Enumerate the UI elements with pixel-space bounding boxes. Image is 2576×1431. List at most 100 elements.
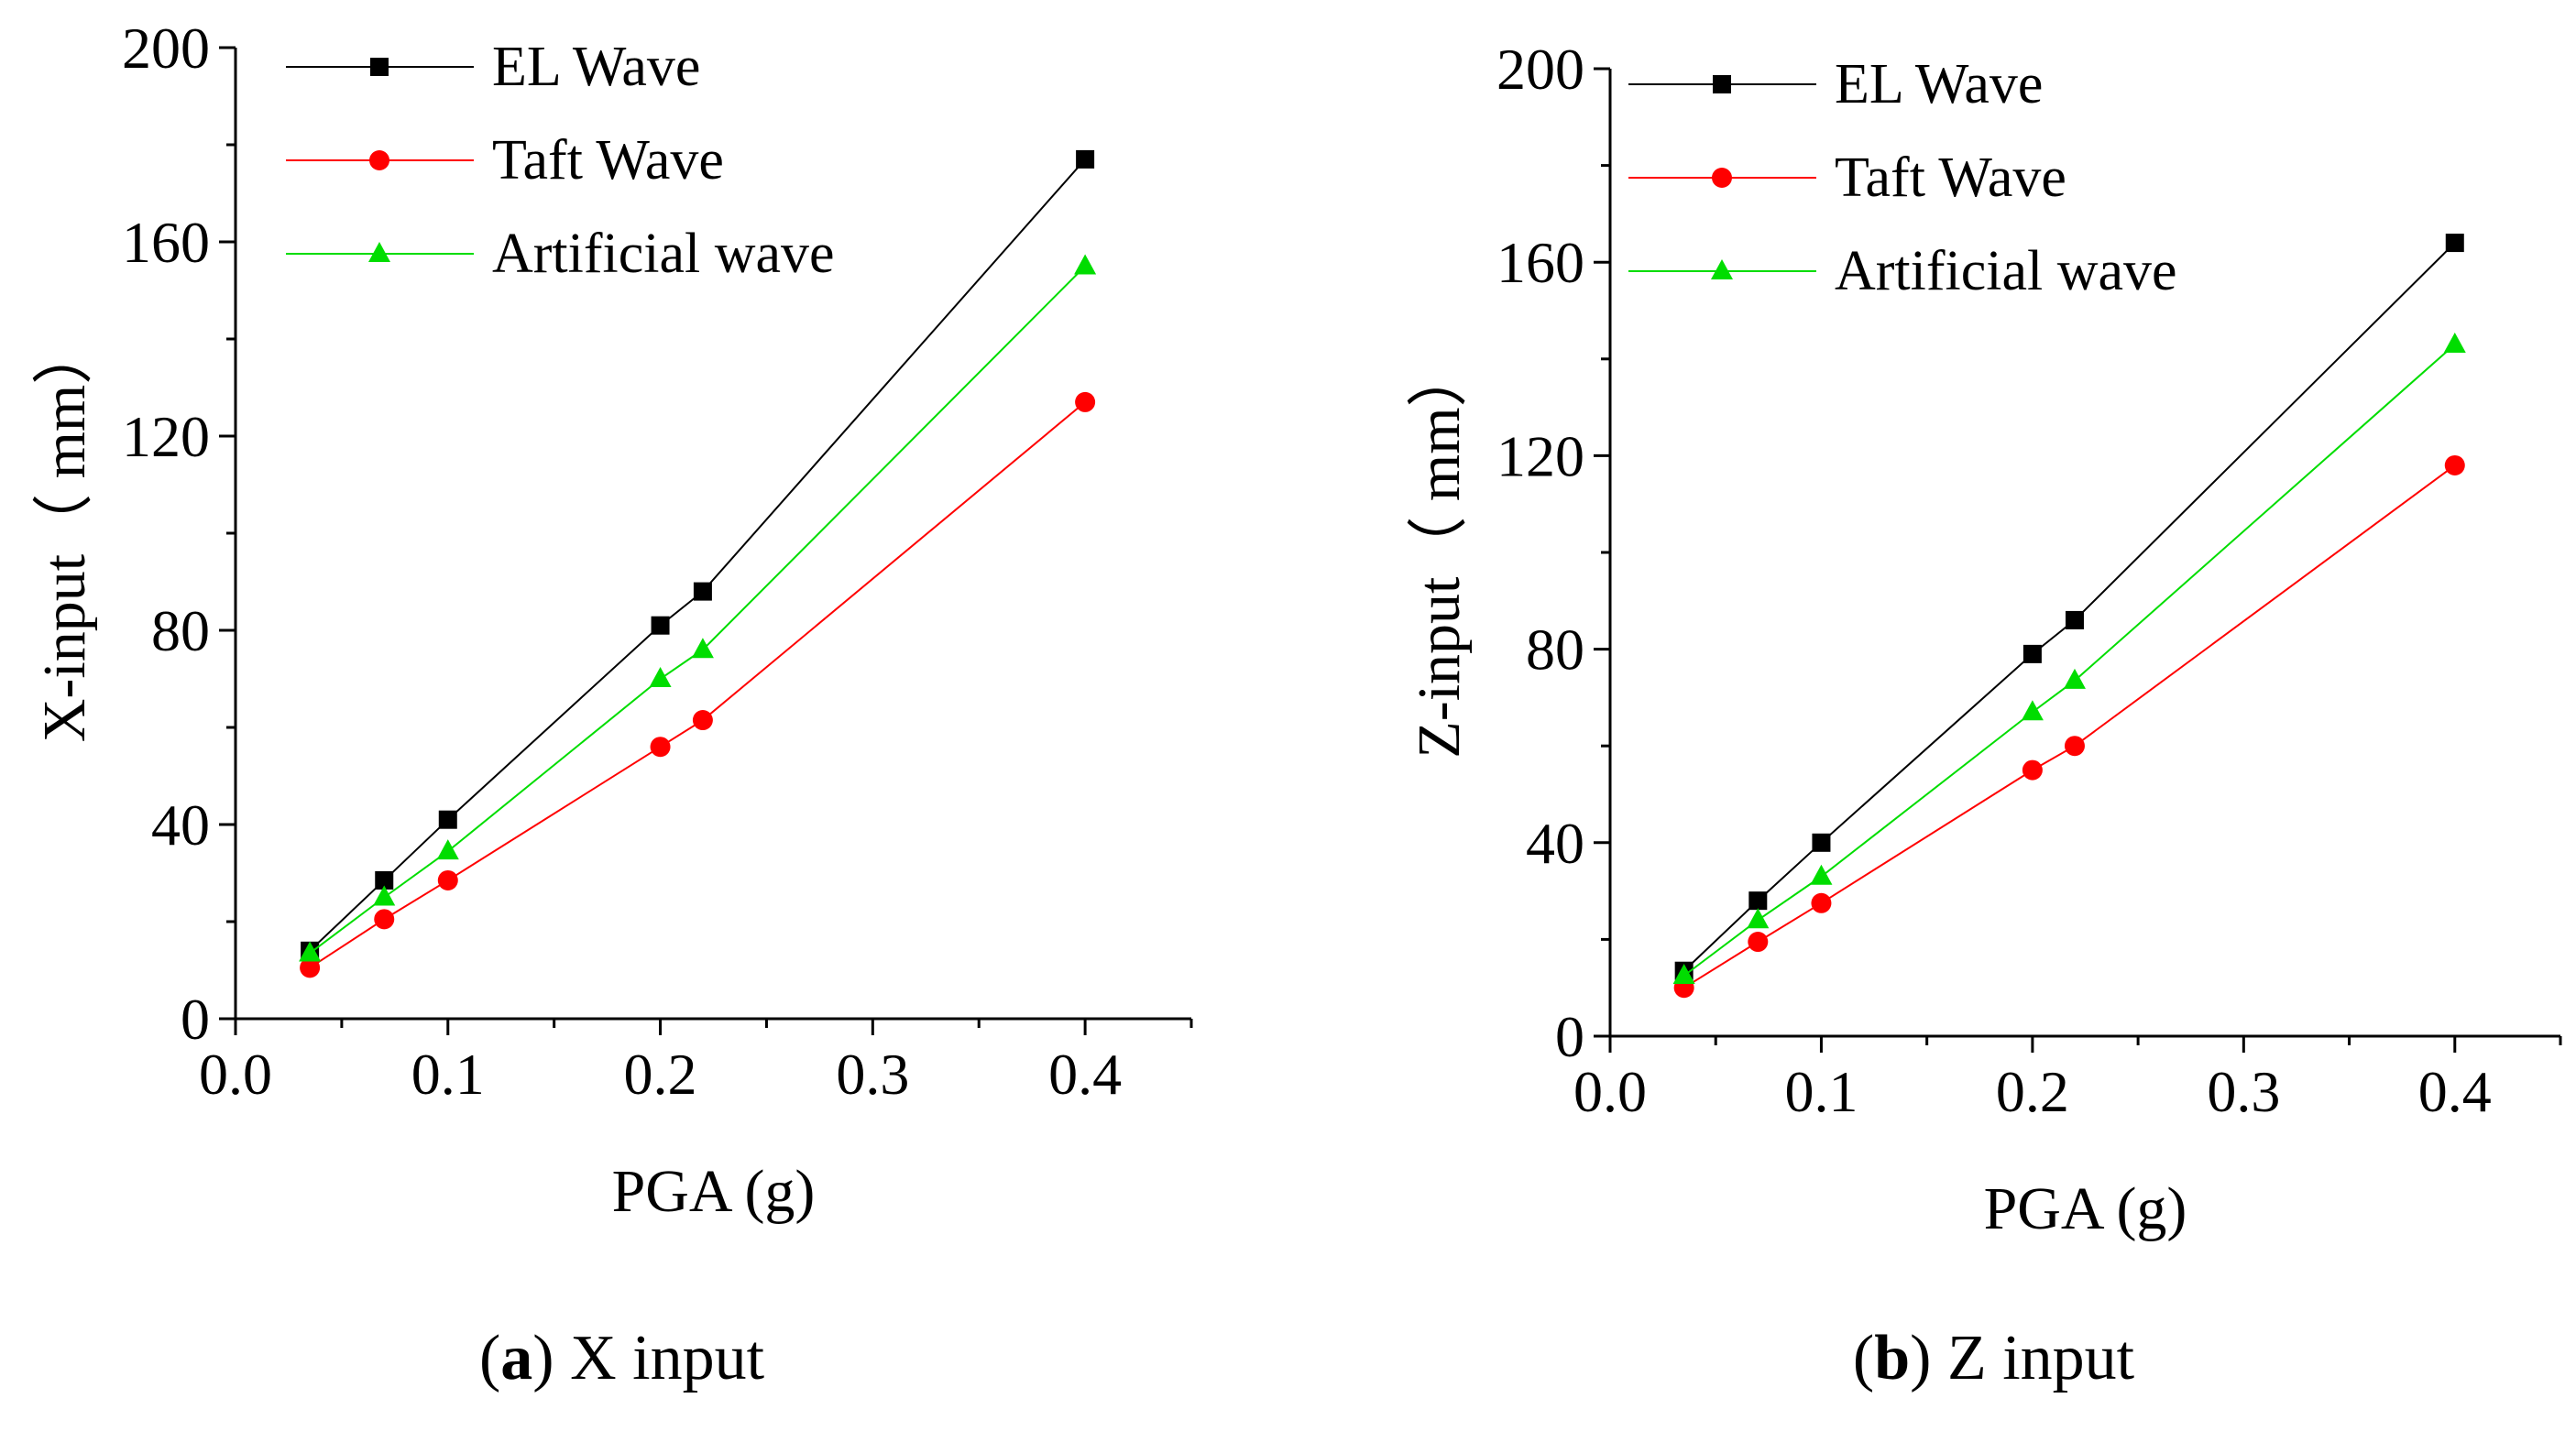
data-point — [1748, 891, 1768, 911]
legend-marker — [1711, 259, 1733, 279]
data-point — [2065, 610, 2084, 629]
x-tick-label: 0.4 — [2418, 1059, 2492, 1124]
caption-letter: b — [1874, 1323, 1910, 1393]
figure-caption: (a) X input — [479, 1323, 765, 1393]
data-point — [1810, 864, 1833, 885]
data-point — [374, 909, 395, 930]
x-tick-label: 0.0 — [1573, 1059, 1647, 1124]
data-point — [438, 810, 457, 829]
data-point — [1074, 254, 1097, 275]
y-tick-label: 200 — [122, 16, 210, 81]
y-tick-label: 200 — [1496, 37, 1584, 102]
data-point — [2064, 736, 2085, 757]
legend-label: Artificial wave — [492, 223, 835, 285]
series-line — [309, 265, 1086, 955]
series-line — [309, 401, 1086, 969]
data-point — [2022, 644, 2042, 663]
series-el-wave — [301, 149, 1095, 960]
y-axis-title: Z-input（ mm） — [1406, 346, 1473, 758]
data-point — [1747, 908, 1770, 929]
legend-marker — [369, 150, 389, 170]
series-line — [309, 158, 1086, 952]
legend-item: Artificial wave — [286, 223, 835, 285]
data-point — [1748, 932, 1769, 953]
y-tick-label: 120 — [1496, 423, 1584, 488]
series-artificial-wave — [1672, 332, 2466, 984]
caption-paren-open: ( — [1853, 1323, 1874, 1393]
series-el-wave — [1674, 234, 2464, 980]
x-tick-label: 0.1 — [411, 1042, 485, 1107]
x-tick-label: 0.4 — [1048, 1042, 1122, 1107]
data-point — [1076, 149, 1095, 169]
data-point — [692, 710, 713, 731]
legend-item: EL Wave — [1628, 53, 2043, 115]
data-point — [693, 582, 712, 601]
legend-item: Artificial wave — [1628, 240, 2177, 302]
legend-label: Artificial wave — [1835, 240, 2177, 302]
chart-panel-a: 0 40 80 120 160 200 0.0 0.1 0.2 0.3 0.4 PGA (g) X-in… — [31, 16, 1193, 1393]
x-tick-label: 0.2 — [624, 1042, 697, 1107]
data-point — [373, 885, 396, 906]
data-point — [300, 957, 321, 978]
data-point — [1075, 391, 1096, 412]
y-tick-label: 0 — [1555, 1004, 1584, 1069]
y-axis-title: X-input（ mm） — [31, 324, 98, 743]
data-point — [2063, 668, 2086, 689]
caption-text: Z input — [1947, 1323, 2135, 1393]
data-point — [375, 870, 394, 890]
series-artificial-wave — [299, 254, 1097, 962]
x-axis-title: PGA (g) — [1984, 1175, 2187, 1242]
y-tick-label: 40 — [151, 792, 210, 858]
y-tick-label: 80 — [1526, 617, 1584, 683]
data-point — [437, 869, 458, 890]
x-tick-label: 0.2 — [1996, 1059, 2069, 1124]
data-point — [2445, 234, 2464, 253]
caption-paren-close: ) — [532, 1323, 570, 1393]
y-tick-label: 120 — [122, 404, 210, 469]
y-tick-label: 0 — [181, 987, 210, 1052]
data-point — [2444, 454, 2465, 475]
data-point — [1672, 964, 1695, 984]
y-tick-label: 40 — [1526, 811, 1584, 876]
legend-item: EL Wave — [286, 36, 700, 98]
data-point — [650, 737, 671, 758]
caption-paren-open: ( — [479, 1323, 500, 1393]
x-tick-label: 0.1 — [1784, 1059, 1858, 1124]
legend-label: Taft Wave — [492, 129, 724, 191]
legend-item: Taft Wave — [1628, 147, 2066, 209]
y-tick-label: 160 — [1496, 230, 1584, 295]
legend-label: EL Wave — [492, 36, 700, 98]
caption-paren-close: ) — [1910, 1323, 1947, 1393]
series-taft-wave — [1673, 454, 2465, 999]
data-point — [691, 638, 714, 659]
legend-marker — [370, 58, 389, 76]
series-line — [1683, 344, 2456, 977]
legend-marker — [1713, 75, 1731, 93]
data-point — [2443, 332, 2466, 353]
x-tick-label: 0.0 — [199, 1042, 272, 1107]
series-line — [1683, 464, 2456, 989]
caption-text: X input — [570, 1323, 765, 1393]
figure-caption: (b) Z input — [1853, 1323, 2135, 1393]
series-taft-wave — [300, 391, 1096, 978]
series-line — [1683, 242, 2456, 972]
legend-label: Taft Wave — [1835, 147, 2066, 209]
data-point — [1812, 833, 1831, 852]
data-point — [649, 667, 672, 687]
data-point — [1811, 892, 1832, 913]
y-tick-label: 80 — [151, 598, 210, 663]
data-point — [299, 941, 322, 962]
caption-letter: a — [500, 1323, 532, 1393]
legend-marker — [368, 242, 390, 262]
data-point — [651, 616, 670, 635]
data-point — [436, 839, 459, 860]
y-tick-label: 160 — [122, 210, 210, 275]
legend-marker — [1712, 168, 1732, 188]
x-tick-label: 0.3 — [836, 1042, 909, 1107]
legend-label: EL Wave — [1835, 53, 2043, 115]
data-point — [2022, 759, 2043, 781]
chart-panel-b: 0 40 80 120 160 200 0.0 0.1 0.2 0.3 0.4 PGA (g) Z-in… — [1406, 37, 2562, 1393]
x-axis-title: PGA (g) — [612, 1158, 816, 1225]
data-point — [2021, 700, 2044, 721]
